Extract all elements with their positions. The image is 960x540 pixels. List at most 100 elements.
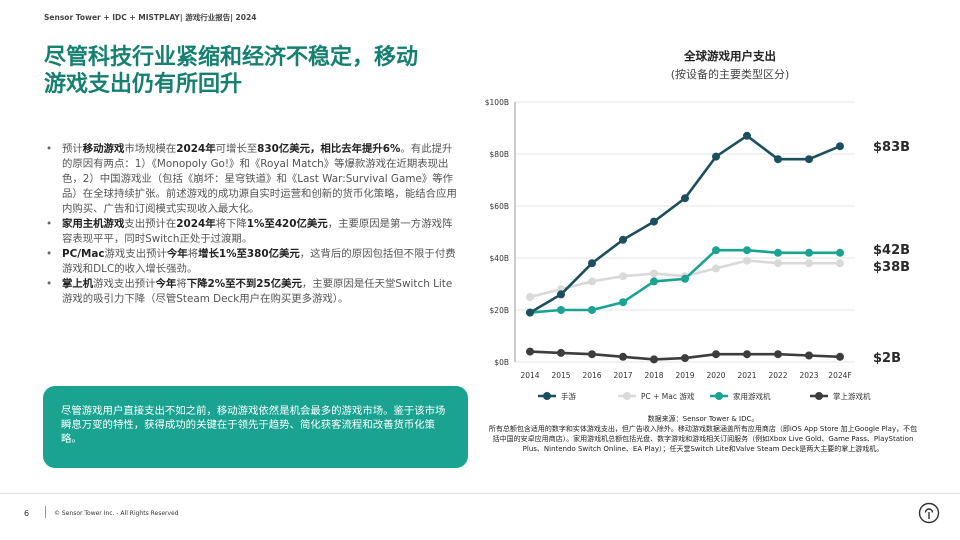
- bullet-text: ，主要原因是第一方游戏阵容表现平平，同时Switch正处于过渡期。: [62, 218, 453, 245]
- bullet-text: ，主要原因是任天堂Switch Lite游戏的吸引力下降（尽管Steam Dec…: [62, 278, 453, 305]
- data-point: [526, 293, 534, 301]
- page-title-line-2: 游戏支出仍有所回升: [44, 72, 243, 97]
- x-tick-label: 2017: [613, 371, 632, 380]
- data-point: [805, 259, 813, 268]
- data-point: [650, 217, 658, 226]
- data-point: [619, 352, 627, 361]
- data-point: [836, 352, 844, 361]
- callout-box: 尽管游戏用户直接支出不如之前，移动游戏依然是机会最多的游戏市场。鉴于该市场瞬息万…: [43, 386, 468, 468]
- data-point: [805, 351, 813, 360]
- data-point: [588, 259, 596, 268]
- data-point: [526, 347, 534, 356]
- data-point: [650, 277, 658, 286]
- data-point: [774, 248, 782, 257]
- x-tick-label: 2016: [582, 371, 601, 380]
- data-point: [681, 354, 689, 363]
- x-tick-label: 2014: [520, 371, 539, 380]
- bullet-bold-text: 830亿美元，相比去年提升6%: [257, 143, 401, 155]
- bullet-item: • PC/Mac游戏支出预计今年将增长1%至380亿美元，这背后的原因包括但不限于…: [46, 247, 461, 277]
- legend-label: 家用游戏机: [733, 391, 771, 401]
- series-end-label: $38B: [873, 260, 910, 275]
- bullet-bold-text: 增长1%至380亿美元: [198, 248, 300, 260]
- bullet-text: 将: [187, 248, 199, 260]
- bullet-text: 可增长至: [215, 143, 258, 155]
- data-point: [836, 248, 844, 257]
- bullet-list: • 预计移动游戏市场规模在2024年可增长至830亿美元，相比去年提升6%。有此提…: [46, 142, 461, 307]
- data-point: [681, 274, 689, 283]
- legend-swatch-dot: [543, 392, 551, 400]
- line-chart: $0B $20B $40B $60B $80B $100B 2014 2015 2016 2017…: [485, 98, 910, 401]
- data-point: [526, 308, 534, 317]
- bullet-marker: •: [46, 248, 53, 260]
- bullet-bold-text: 今年: [166, 248, 188, 260]
- data-point: [557, 290, 565, 299]
- data-point: [650, 355, 658, 364]
- x-tick-label: 2024F: [828, 371, 851, 380]
- bullet-text: 。有此提升的原因有两点：1）《Monopoly Go!》和《Royal Matc…: [62, 143, 457, 215]
- data-point: [836, 142, 844, 151]
- legend-label: 掌上游戏机: [833, 391, 871, 401]
- data-point: [619, 298, 627, 307]
- data-point: [774, 155, 782, 164]
- footer-separator: [45, 506, 46, 518]
- bullet-marker: •: [46, 278, 53, 290]
- bullet-text: 市场规模在: [124, 143, 177, 155]
- data-point: [619, 272, 627, 281]
- bullet-text: 游戏支出预计: [104, 248, 167, 260]
- bullet-bold-text: 2024年: [176, 143, 216, 155]
- x-tick-label: 2020: [706, 371, 725, 380]
- data-point: [743, 246, 751, 255]
- bullet-bold-text: 下降2%至不到25亿美元: [186, 278, 302, 290]
- data-point: [805, 248, 813, 257]
- data-point: [712, 152, 720, 161]
- legend-swatch-dot: [623, 392, 631, 400]
- bullet-marker: •: [46, 218, 53, 230]
- data-point: [588, 277, 596, 286]
- legend-label: 手游: [561, 391, 576, 401]
- data-point: [619, 235, 627, 244]
- y-tick-label: $60B: [490, 202, 509, 211]
- bullet-bold-text: 家用主机游戏: [62, 218, 125, 230]
- chart-subtitle: (按设备的主要类型区分): [670, 68, 790, 81]
- series-end-label: $2B: [873, 351, 901, 366]
- series-end-label: $42B: [873, 243, 910, 258]
- x-tick-label: 2018: [644, 371, 663, 380]
- source-line-2: 所有总额包含适用的数字和实体游戏支出，但广告收入除外。移动游戏数据涵盖所有应用商…: [488, 425, 918, 453]
- x-tick-label: 2022: [768, 371, 787, 380]
- bullet-text: 支出预计在: [124, 218, 177, 230]
- bullet-bold-text: PC/Mac: [62, 248, 105, 260]
- y-tick-label: $40B: [490, 254, 509, 263]
- legend-swatch-dot: [715, 392, 723, 400]
- bullet-text: 预计: [62, 143, 83, 155]
- data-point: [650, 269, 658, 278]
- bullet-text: 将下降: [215, 218, 247, 230]
- page-title: 尽管科技行业紧缩和经济不稳定，移动 游戏支出仍有所回升: [44, 44, 464, 98]
- bullet-bold-text: 今年: [155, 278, 177, 290]
- x-tick-label: 2021: [737, 371, 756, 380]
- bullet-bold-text: 移动游戏: [82, 143, 125, 155]
- bullet-item: • 家用主机游戏支出预计在2024年将下降1%至420亿美元，主要原因是第一方游戏…: [46, 217, 461, 247]
- bullet-bold-text: 掌上机: [62, 278, 94, 290]
- data-point: [805, 155, 813, 164]
- data-point: [743, 256, 751, 265]
- data-point: [557, 306, 565, 314]
- bullet-bold-text: 1%至420亿美元: [246, 218, 328, 230]
- bullet-text: ，这背后的原因包括但不限于付费游戏和DLC的收入增长强劲。: [62, 248, 456, 275]
- bullet-bold-text: 2024年: [176, 218, 216, 230]
- x-tick-label: 2019: [675, 371, 694, 380]
- data-point: [743, 350, 751, 359]
- y-tick-label: $100B: [485, 98, 509, 107]
- y-tick-label: $0B: [494, 358, 509, 367]
- source-line-1: 数据来源：Sensor Tower & IDC。: [647, 415, 759, 423]
- page-title-line-1: 尽管科技行业紧缩和经济不稳定，移动: [44, 45, 419, 70]
- y-tick-label: $20B: [490, 306, 509, 315]
- copyright-text: © Sensor Tower Inc. - All Rights Reserve…: [54, 510, 179, 517]
- callout-text: 尽管游戏用户直接支出不如之前，移动游戏依然是机会最多的游戏市场。鉴于该市场瞬息万…: [61, 405, 446, 445]
- data-point: [588, 306, 596, 314]
- data-point: [588, 350, 596, 359]
- bullet-text: 游戏支出预计: [93, 278, 156, 290]
- data-point: [712, 246, 720, 255]
- series-end-label: $83B: [873, 140, 910, 155]
- data-point: [681, 194, 689, 203]
- bullet-text: 将: [176, 278, 187, 290]
